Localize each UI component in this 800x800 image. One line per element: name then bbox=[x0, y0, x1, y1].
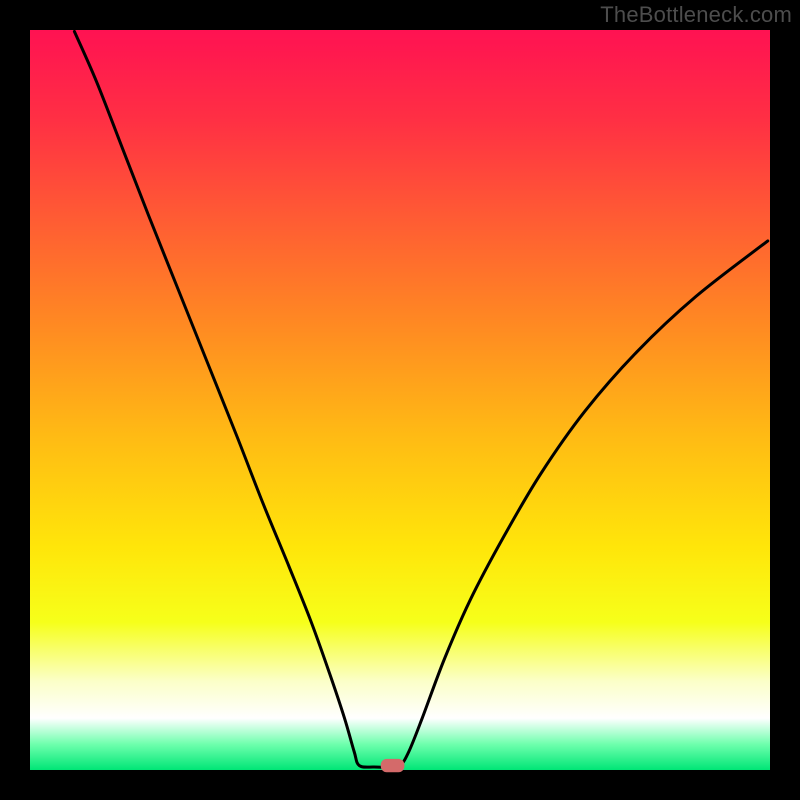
chart-plot-bg bbox=[30, 30, 770, 770]
chart-stage: TheBottleneck.com bbox=[0, 0, 800, 800]
optimal-point-marker bbox=[381, 759, 405, 772]
site-watermark: TheBottleneck.com bbox=[600, 2, 792, 28]
bottleneck-chart bbox=[0, 0, 800, 800]
